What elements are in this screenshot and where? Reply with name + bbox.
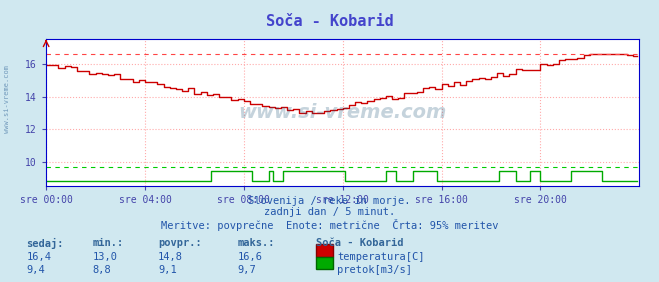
Text: 13,0: 13,0 [92, 252, 117, 262]
Text: 14,8: 14,8 [158, 252, 183, 262]
Text: min.:: min.: [92, 238, 123, 248]
Text: Soča - Kobarid: Soča - Kobarid [266, 14, 393, 29]
Text: 9,4: 9,4 [26, 265, 45, 275]
Text: zadnji dan / 5 minut.: zadnji dan / 5 minut. [264, 207, 395, 217]
Text: 16,4: 16,4 [26, 252, 51, 262]
Text: pretok[m3/s]: pretok[m3/s] [337, 265, 413, 275]
Text: www.si-vreme.com: www.si-vreme.com [239, 103, 447, 122]
Text: maks.:: maks.: [237, 238, 275, 248]
Text: 9,1: 9,1 [158, 265, 177, 275]
Text: povpr.:: povpr.: [158, 238, 202, 248]
Text: 8,8: 8,8 [92, 265, 111, 275]
Text: 16,6: 16,6 [237, 252, 262, 262]
Text: sedaj:: sedaj: [26, 238, 64, 249]
Text: www.si-vreme.com: www.si-vreme.com [3, 65, 10, 133]
Text: temperatura[C]: temperatura[C] [337, 252, 425, 262]
Text: 9,7: 9,7 [237, 265, 256, 275]
Text: Slovenija / reke in morje.: Slovenija / reke in morje. [248, 196, 411, 206]
Text: Meritve: povprečne  Enote: metrične  Črta: 95% meritev: Meritve: povprečne Enote: metrične Črta:… [161, 219, 498, 231]
Text: Soča - Kobarid: Soča - Kobarid [316, 238, 404, 248]
